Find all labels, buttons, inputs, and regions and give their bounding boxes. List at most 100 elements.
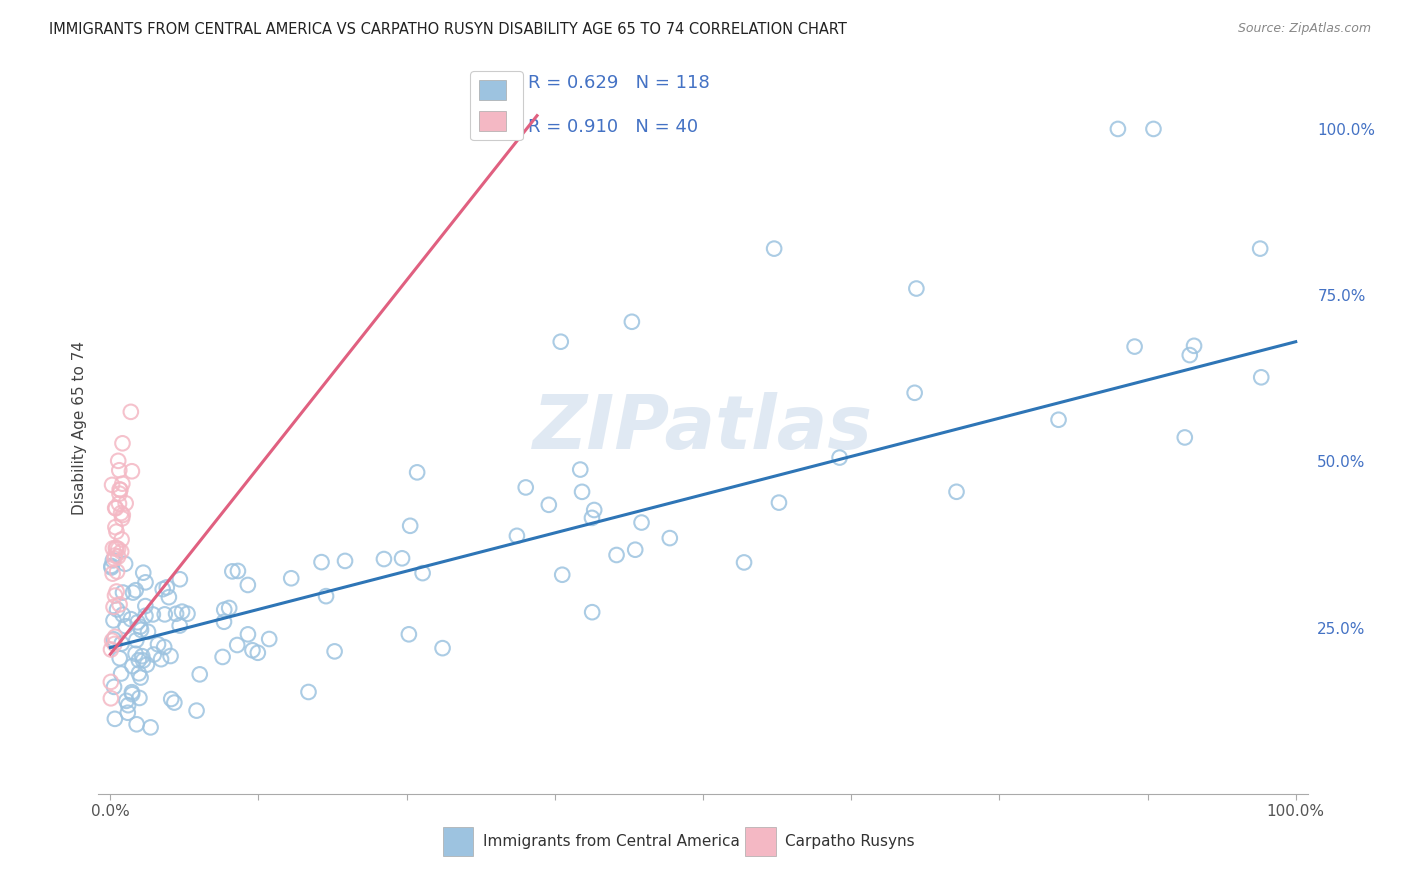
Point	[583, 503, 606, 517]
Point	[226, 638, 249, 652]
Point	[136, 624, 159, 639]
Point	[110, 506, 132, 520]
Point	[103, 599, 125, 614]
Point	[156, 580, 179, 594]
Point	[101, 553, 124, 567]
Point	[188, 667, 211, 681]
Text: Immigrants from Central America: Immigrants from Central America	[482, 834, 740, 849]
Point	[100, 674, 122, 689]
Point	[103, 680, 125, 694]
Point	[107, 541, 129, 556]
Point	[142, 648, 165, 662]
Point	[221, 565, 243, 579]
Point	[150, 652, 173, 666]
Point	[153, 607, 176, 622]
Point	[105, 584, 128, 599]
Point	[506, 529, 529, 543]
Point	[905, 281, 928, 295]
Point	[945, 484, 967, 499]
Point	[236, 627, 259, 641]
Point	[146, 637, 169, 651]
Point	[125, 633, 148, 648]
Text: R = 0.629   N = 118: R = 0.629 N = 118	[527, 74, 710, 92]
Point	[110, 483, 132, 497]
Point	[1249, 242, 1271, 256]
Point	[121, 687, 143, 701]
Point	[242, 643, 264, 657]
Point	[624, 542, 647, 557]
Point	[280, 571, 302, 585]
Point	[620, 315, 643, 329]
Point	[101, 478, 124, 492]
Point	[107, 549, 129, 564]
Point	[134, 608, 156, 623]
Point	[132, 566, 155, 580]
Point	[111, 508, 134, 522]
Point	[212, 615, 235, 629]
Point	[110, 666, 132, 681]
Point	[105, 602, 128, 616]
Point	[236, 578, 259, 592]
Point	[432, 641, 454, 656]
Point	[129, 620, 152, 634]
Point	[412, 566, 434, 581]
Point	[246, 646, 269, 660]
Point	[100, 558, 122, 573]
FancyBboxPatch shape	[745, 827, 776, 856]
Point	[323, 644, 346, 658]
Point	[311, 555, 333, 569]
Point	[129, 671, 152, 685]
Point	[1107, 122, 1129, 136]
Point	[120, 405, 142, 419]
Point	[129, 623, 152, 637]
Point	[134, 599, 156, 613]
Point	[104, 520, 127, 534]
Point	[315, 589, 337, 603]
Point	[114, 496, 136, 510]
Point	[163, 696, 186, 710]
Point	[111, 511, 134, 525]
Point	[108, 486, 131, 500]
Point	[101, 541, 124, 556]
Y-axis label: Disability Age 65 to 74: Disability Age 65 to 74	[72, 341, 87, 516]
Point	[391, 551, 413, 566]
Point	[104, 589, 127, 603]
Point	[128, 653, 150, 667]
Point	[132, 653, 155, 667]
Point	[104, 630, 127, 644]
Point	[142, 607, 165, 622]
Point	[111, 607, 134, 622]
Text: ZIPatlas: ZIPatlas	[533, 392, 873, 465]
Point	[128, 666, 150, 681]
Point	[1047, 413, 1070, 427]
FancyBboxPatch shape	[443, 827, 474, 856]
Point	[159, 648, 181, 663]
Point	[127, 615, 149, 630]
Point	[1250, 370, 1272, 384]
Point	[297, 685, 319, 699]
Point	[117, 698, 139, 713]
Point	[121, 464, 143, 478]
Point	[120, 612, 142, 626]
Point	[186, 704, 208, 718]
Point	[828, 450, 851, 465]
Point	[134, 575, 156, 590]
Point	[108, 463, 131, 477]
Point	[257, 632, 280, 646]
Legend: , : ,	[470, 71, 523, 140]
Point	[104, 541, 127, 555]
Point	[169, 618, 191, 632]
Point	[398, 627, 420, 641]
Point	[373, 552, 395, 566]
Point	[122, 585, 145, 599]
Point	[170, 605, 193, 619]
Point	[160, 692, 183, 706]
Point	[406, 466, 429, 480]
Point	[733, 556, 755, 570]
Point	[103, 551, 125, 566]
Point	[218, 601, 240, 615]
Point	[1123, 340, 1146, 354]
Point	[117, 706, 139, 720]
Point	[581, 605, 603, 619]
Point	[550, 334, 572, 349]
